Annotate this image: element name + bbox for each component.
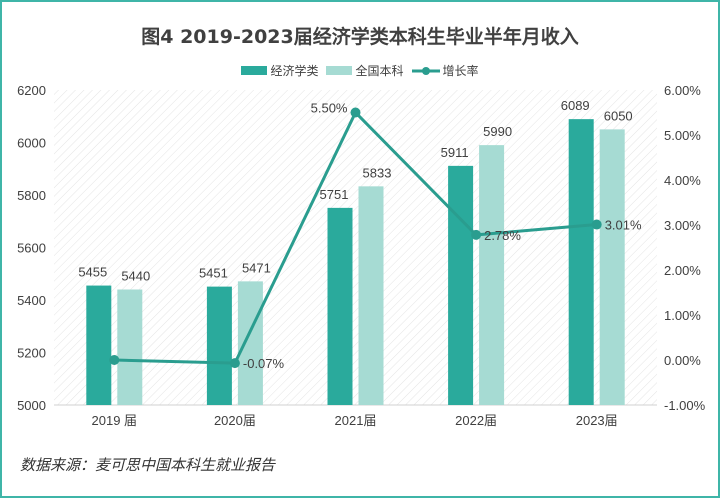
chart-title: 图4 2019-2023届经济学类本科生毕业半年月收入	[141, 26, 579, 48]
y-tick-label: 5200	[17, 346, 46, 361]
bar-national	[479, 145, 505, 405]
plot: 5000 5200 5400 5600 5800 6000 6200 -1.00% 0.00% 1…	[17, 83, 706, 428]
y2-tick-label: 4.00%	[664, 173, 701, 188]
growth-point	[229, 358, 240, 369]
y2-tick-label: 5.00%	[664, 128, 701, 143]
plot-area	[54, 90, 657, 405]
y2-tick-label: 6.00%	[664, 83, 701, 98]
bar-data-label: 5451	[199, 266, 228, 281]
bar-national	[358, 186, 384, 405]
bar-data-label: 5440	[121, 269, 150, 284]
y2-tick-label: -1.00%	[664, 398, 706, 413]
y-tick-label: 5400	[17, 293, 46, 308]
y-tick-label: 5000	[17, 398, 46, 413]
x-tick-label: 2022届	[455, 413, 497, 428]
x-tick-label: 2020届	[214, 413, 256, 428]
legend: 经济学类 全国本科 增长率	[2, 62, 718, 79]
bar-data-label: 6050	[604, 108, 633, 123]
bar-national	[117, 289, 143, 405]
legend-item-growth: 增长率	[411, 62, 479, 79]
bar-data-label: 5751	[320, 187, 349, 202]
bar-econ	[568, 119, 594, 405]
y-tick-label: 6000	[17, 136, 46, 151]
growth-point	[471, 229, 482, 240]
bar-data-label: 5455	[78, 265, 107, 280]
legend-label: 增长率	[442, 64, 479, 78]
bar-data-label: 5471	[242, 260, 271, 275]
growth-data-label: 5.50%	[311, 101, 348, 116]
bar-data-label: 5990	[483, 124, 512, 139]
source-note: 数据来源：麦可思中国本科生就业报告	[20, 456, 276, 474]
x-tick-label: 2023届	[576, 413, 618, 428]
bar-econ	[206, 286, 232, 405]
bar-econ	[448, 165, 474, 405]
bar-data-label: 5911	[441, 145, 469, 160]
growth-point	[350, 107, 361, 118]
bar-national	[599, 129, 625, 405]
legend-label: 经济学类	[270, 64, 319, 78]
y-tick-label: 5600	[17, 241, 46, 256]
y2-tick-label: 2.00%	[664, 263, 701, 278]
growth-point	[109, 355, 120, 365]
legend-item-econ: 经济学类	[241, 62, 318, 79]
legend-label: 全国本科	[355, 64, 404, 78]
growth-data-label: 3.01%	[605, 218, 642, 233]
bar-econ	[327, 207, 353, 405]
bar-national	[237, 281, 263, 405]
growth-data-label: 2.78%	[484, 228, 521, 243]
y-tick-label: 5800	[17, 188, 46, 203]
x-tick-label: 2019 届	[92, 413, 138, 428]
bar-econ	[86, 285, 112, 405]
legend-item-national: 全国本科	[326, 62, 404, 79]
growth-data-label: -0.07%	[243, 356, 285, 371]
y2-tick-label: 3.00%	[664, 218, 701, 233]
x-tick-label: 2021届	[335, 413, 377, 428]
bar-data-label: 6089	[561, 98, 590, 113]
growth-point	[591, 219, 602, 230]
bar-data-label: 5833	[363, 165, 392, 180]
y2-tick-label: 0.00%	[664, 353, 701, 368]
y2-tick-label: 1.00%	[664, 308, 701, 323]
y-tick-label: 6200	[17, 83, 46, 98]
